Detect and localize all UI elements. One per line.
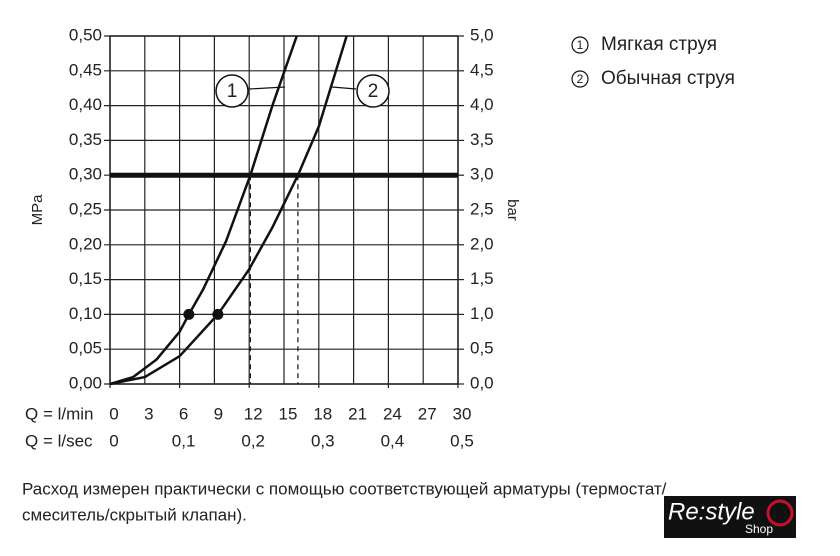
y2-tick-label: 4,5 [470,60,494,79]
x-tick-label: 12 [244,404,263,423]
plot-frame [109,35,459,385]
x2-axis-label: Q = l/sec [25,431,93,450]
x-tick-label: 3 [144,404,153,423]
point [212,308,224,320]
y-tick-label: 0,40 [69,95,102,114]
series-line [109,35,298,386]
x2-tick-label: 0,1 [172,431,196,450]
y-axis-label: MPa [29,194,46,226]
point [183,308,195,320]
y-tick-label: 0,35 [69,130,102,149]
callout-label: 2 [368,81,379,102]
callout-leader [248,86,286,90]
y2-tick-label: 0,0 [470,373,494,392]
x-tick-label: 18 [313,404,332,423]
x-tick-label: 21 [348,404,367,423]
legend-icon [571,36,589,54]
y-tick-label: 0,50 [69,25,102,44]
x2-tick-label: 0,4 [381,431,405,450]
callout-leader [331,86,357,90]
legend-number: 1 [577,38,584,52]
legend-label: Обычная струя [601,68,735,89]
y-tick-label: 0,20 [69,234,102,253]
y-tick-label: 0,30 [69,165,102,184]
x-tick-label: 24 [383,404,402,423]
x2-tick-label: 0,5 [450,431,474,450]
logo-icon [766,499,794,527]
y2-tick-label: 5,0 [470,25,494,44]
y2-axis-label: bar [504,199,521,221]
y-tick-label: 0,00 [69,373,102,392]
callout-label: 1 [227,81,238,102]
x-tick-label: 6 [179,404,188,423]
x-tick-label: 9 [214,404,223,423]
y2-tick-label: 1,0 [470,304,494,323]
x-tick-label: 27 [418,404,437,423]
x2-tick-label: 0,2 [241,431,265,450]
y-tick-label: 0,10 [69,304,102,323]
legend-icon [571,70,589,88]
y2-tick-label: 2,5 [470,199,494,218]
x-tick-label: 15 [279,404,298,423]
y2-tick-label: 3,0 [470,165,494,184]
y-tick-label: 0,45 [69,60,102,79]
y2-tick-label: 0,5 [470,339,494,358]
y2-tick-label: 1,5 [470,269,494,288]
note: Расход измерен практически с помощью соо… [22,479,667,498]
y2-tick-label: 2,0 [470,234,494,253]
note: смеситель/скрытый клапан). [22,505,247,524]
y-tick-label: 0,05 [69,339,102,358]
y-tick-label: 0,25 [69,199,102,218]
x2-tick-label: 0 [109,431,118,450]
y-tick-label: 0,15 [69,269,102,288]
series-line [109,35,348,386]
x-tick-label: 30 [453,404,472,423]
legend-label: Мягкая струя [601,34,717,55]
x2-tick-label: 0,3 [311,431,335,450]
y2-tick-label: 3,5 [470,130,494,149]
callout [356,74,390,108]
y2-tick-label: 4,0 [470,95,494,114]
callout [215,74,249,108]
logo-sub: Shop [745,522,773,536]
legend-number: 2 [577,72,584,86]
x-tick-label: 0 [109,404,118,423]
logo-text: Re:style [668,498,755,525]
x-axis-label: Q = l/min [25,404,94,423]
